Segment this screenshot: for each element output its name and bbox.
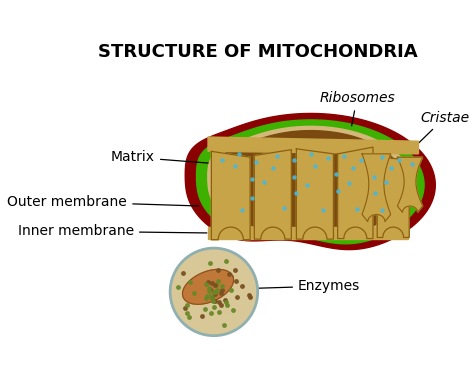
Text: Cristae: Cristae (410, 111, 469, 152)
Text: Enzymes: Enzymes (250, 279, 360, 293)
Polygon shape (362, 154, 391, 222)
Text: Matrix: Matrix (111, 150, 217, 164)
Polygon shape (377, 157, 409, 238)
Text: Outer membrane: Outer membrane (8, 195, 199, 209)
Polygon shape (215, 131, 405, 234)
Polygon shape (185, 114, 435, 250)
Circle shape (170, 248, 258, 336)
Polygon shape (182, 269, 234, 304)
Polygon shape (197, 120, 424, 244)
Polygon shape (208, 126, 413, 238)
Polygon shape (208, 227, 408, 239)
Polygon shape (397, 157, 423, 212)
Text: STRUCTURE OF MITOCHONDRIA: STRUCTURE OF MITOCHONDRIA (98, 43, 418, 61)
Polygon shape (208, 137, 419, 154)
Text: Inner membrane: Inner membrane (18, 224, 207, 238)
Polygon shape (337, 147, 373, 239)
Polygon shape (255, 149, 292, 239)
Polygon shape (296, 149, 333, 239)
Text: Ribosomes: Ribosomes (319, 91, 395, 126)
Polygon shape (211, 151, 250, 240)
